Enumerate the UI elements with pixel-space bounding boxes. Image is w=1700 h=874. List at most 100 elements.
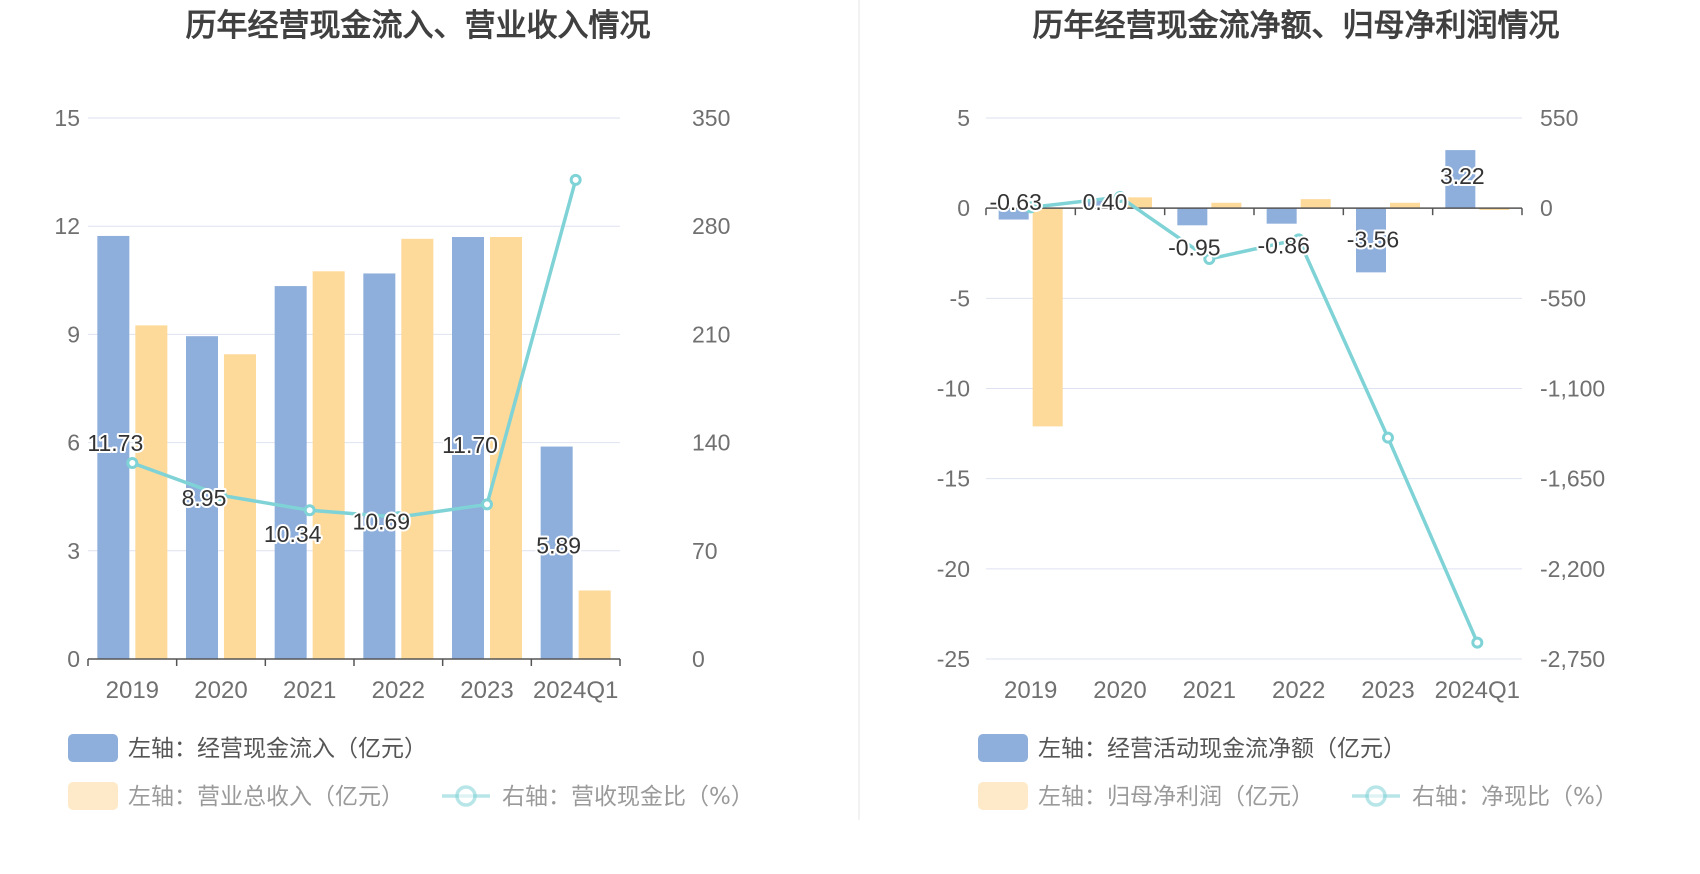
left-line-point — [392, 511, 405, 524]
right-right-tick: -1,100 — [1540, 376, 1605, 402]
right-right-tick: 550 — [1540, 105, 1578, 131]
right-bar-s2 — [1211, 202, 1242, 209]
right-data-label: 3.22 — [1440, 163, 1485, 189]
right-line-point — [1203, 252, 1216, 265]
left-line-series — [131, 179, 578, 519]
right-bar-s2 — [1300, 199, 1331, 209]
left-bar-s2 — [490, 237, 522, 659]
left-right-tick: 280 — [692, 213, 730, 239]
right-data-label: -0.63 — [989, 189, 1041, 215]
left-right-tick: 70 — [692, 538, 718, 564]
left-data-label: 11.73 — [87, 430, 143, 456]
right-bar-s1 — [1177, 208, 1208, 226]
left-x-tick-label: 2023 — [460, 677, 513, 704]
right-left-tick: 5 — [957, 105, 970, 131]
right-left-tick: -15 — [937, 466, 970, 492]
left-right-tick: 0 — [692, 646, 705, 672]
left-right-tick: 350 — [692, 105, 730, 131]
right-x-tick-label: 2021 — [1183, 677, 1236, 704]
legend-label: 右轴：营收现金比（%） — [502, 784, 754, 810]
right-left-tick: 0 — [957, 195, 970, 221]
left-left-tick: 3 — [67, 538, 80, 564]
right-data-label: -3.56 — [1347, 226, 1399, 252]
right-data-label: -0.86 — [1257, 233, 1309, 259]
left-bar-s1 — [274, 286, 307, 659]
left-left-tick: 9 — [67, 321, 80, 347]
left-x-tick-label: 2022 — [372, 677, 425, 704]
right-bar-s1 — [1356, 208, 1386, 273]
left-right-tick: 140 — [692, 430, 730, 456]
legend-swatch — [68, 782, 118, 810]
left-bar-s2 — [224, 354, 256, 659]
left-data-label: 11.70 — [442, 432, 498, 458]
right-bar-s1 — [1088, 200, 1118, 209]
right-right-tick: -550 — [1540, 285, 1586, 311]
right-bar-s2 — [1032, 208, 1063, 427]
left-bar-s1 — [540, 446, 573, 659]
legend-swatch — [68, 734, 118, 762]
left-bar-s1 — [452, 237, 484, 659]
left-bar-s2 — [312, 271, 345, 659]
right-data-label: -0.95 — [1168, 234, 1220, 260]
right-x-tick-label: 2022 — [1272, 677, 1325, 704]
right-chart: -25 -20 -15 -10 -5 0 5 -2,750 -2,200 -1,650 -1,100… — [937, 105, 1605, 704]
left-bar-s1 — [97, 235, 130, 660]
left-bar-s1 — [363, 273, 396, 659]
left-data-label: 8.95 — [182, 485, 227, 511]
right-bar-s1 — [1445, 150, 1476, 209]
right-x-tick-label: 2023 — [1361, 677, 1414, 704]
left-right-tick: 210 — [692, 321, 730, 347]
legend-label: 左轴：归母净利润（亿元） — [1038, 784, 1314, 810]
right-bar-s2 — [1479, 208, 1510, 210]
right-x-tick-label: 2019 — [1004, 677, 1057, 704]
right-left-tick: -10 — [937, 376, 970, 402]
right-left-tick: -25 — [937, 646, 970, 672]
left-bar-s2 — [401, 238, 434, 659]
right-right-tick: -1,650 — [1540, 466, 1605, 492]
right-line-point — [1382, 431, 1394, 444]
left-line-point — [481, 498, 493, 511]
left-line-point — [569, 173, 582, 186]
left-bar-s1 — [186, 336, 218, 659]
right-bar-s2 — [1390, 202, 1420, 209]
left-left-tick: 15 — [54, 105, 80, 131]
legend-label: 左轴：经营活动现金流净额（亿元） — [1038, 736, 1406, 762]
legend-line-marker — [1365, 785, 1387, 807]
legend-swatch — [978, 734, 1028, 762]
left-x-tick-label: 2021 — [283, 677, 336, 704]
legend-label: 左轴：营业总收入（亿元） — [128, 784, 404, 810]
right-line-point — [1114, 191, 1126, 204]
right-right-tick: -2,750 — [1540, 646, 1605, 672]
right-x-tick-label: 2024Q1 — [1435, 677, 1520, 704]
right-left-tick: -5 — [950, 285, 970, 311]
right-bar-s2 — [1122, 197, 1152, 209]
left-x-tick-label: 2019 — [106, 677, 159, 704]
left-left-tick: 0 — [67, 646, 80, 672]
left-left-tick: 12 — [54, 213, 80, 239]
right-line-point — [1024, 201, 1037, 214]
left-bar-s2 — [135, 325, 168, 659]
left-line-point — [303, 504, 316, 517]
left-chart-title: 历年经营现金流入、营业收入情况 — [186, 8, 651, 44]
left-data-label: 10.69 — [353, 508, 411, 534]
left-data-label: 5.89 — [536, 533, 581, 559]
right-left-tick: -20 — [937, 556, 970, 582]
left-chart: 0 3 6 9 12 15 0 70 140 210 280 350 2019 2020 2021 2022 2… — [54, 105, 730, 704]
right-right-tick: -2,200 — [1540, 556, 1605, 582]
legend-label: 右轴：净现比（%） — [1412, 784, 1618, 810]
right-line-point — [1471, 636, 1484, 649]
right-data-label: 0.40 — [1083, 189, 1128, 215]
legend-swatch — [978, 782, 1028, 810]
left-line-point — [215, 489, 227, 502]
right-x-tick-label: 2020 — [1093, 677, 1146, 704]
left-bar-s2 — [578, 590, 611, 659]
right-line-series — [1030, 195, 1479, 644]
left-left-tick: 6 — [67, 430, 80, 456]
left-data-label: 10.34 — [264, 521, 322, 547]
legend-line-marker — [455, 785, 477, 807]
right-bar-s1 — [1266, 208, 1297, 224]
right-bar-s1 — [998, 208, 1029, 220]
right-line-point — [1292, 233, 1305, 246]
